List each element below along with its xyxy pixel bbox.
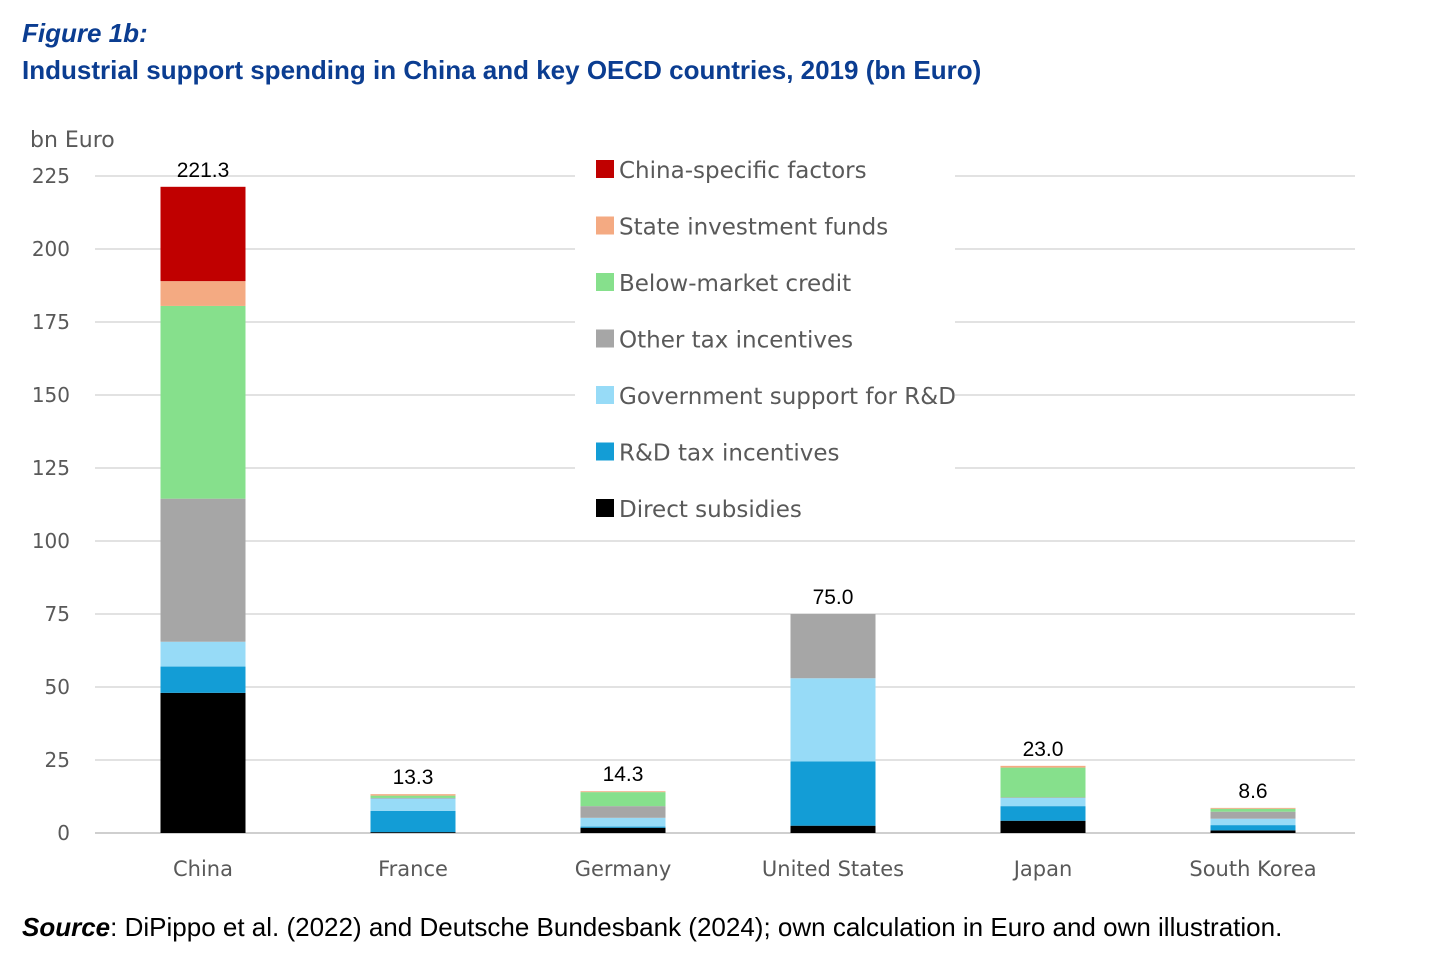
figure-title: Industrial support spending in China and…: [22, 55, 982, 85]
x-tick-label-south-korea: South Korea: [1189, 857, 1316, 881]
bar-japan-other-tax-incentives: [1000, 797, 1086, 798]
bar-china-r-d-tax-incentives: [160, 666, 246, 693]
total-label-germany: 14.3: [603, 763, 644, 786]
bar-germany-below-market-credit: [580, 792, 666, 807]
y-tick-label-0: 0: [57, 821, 70, 845]
bar-united-states-r-d-tax-incentives: [790, 761, 876, 826]
legend-swatch-other-tax-incentives: [596, 329, 614, 348]
legend-label-below-market-credit: Below-market credit: [619, 271, 851, 297]
figure-label: Figure 1b:: [22, 18, 148, 48]
bar-france-other-tax-incentives: [370, 797, 456, 799]
legend-label-china-specific-factors: China-specific factors: [619, 158, 867, 184]
bar-china-china-specific-factors: [160, 186, 246, 282]
labels: bn Euro 0 25 50 75 100 125 150 175 200 225 221.3 Chi…: [30, 128, 1317, 881]
legend-label-r-d-tax-incentives: R&D tax incentives: [619, 441, 839, 467]
bar-france-government-support-for-r-d: [370, 798, 456, 811]
bar-japan-government-support-for-r-d: [1000, 797, 1086, 807]
bar-united-states-direct-subsidies: [790, 825, 876, 833]
y-tick-label-125: 125: [32, 456, 70, 480]
y-tick-label-200: 200: [32, 237, 70, 261]
bar-japan-state-investment-funds: [1000, 765, 1086, 768]
total-label-united-states: 75.0: [813, 586, 854, 609]
y-tick-label-25: 25: [45, 748, 70, 772]
bar-france-direct-subsidies: [370, 832, 456, 833]
bar-france-r-d-tax-incentives: [370, 810, 456, 833]
bar-china-other-tax-incentives: [160, 498, 246, 642]
bar-china-direct-subsidies: [160, 692, 246, 833]
bar-germany-state-investment-funds: [580, 791, 666, 793]
x-tick-label-germany: Germany: [575, 857, 672, 881]
y-axis-title: bn Euro: [30, 128, 115, 153]
bar-south-korea-state-investment-funds: [1210, 807, 1296, 809]
legend-swatch-state-investment-funds: [596, 216, 614, 235]
legend-label-state-investment-funds: State investment funds: [619, 215, 888, 241]
source-text: : DiPippo et al. (2022) and Deutsche Bun…: [110, 912, 1283, 942]
y-tick-label-175: 175: [32, 310, 70, 334]
bar-japan-below-market-credit: [1000, 767, 1086, 798]
bar-germany-government-support-for-r-d: [580, 817, 666, 827]
source-label: Source: [22, 912, 111, 942]
legend-label-other-tax-incentives: Other tax incentives: [619, 328, 853, 354]
bar-japan-r-d-tax-incentives: [1000, 806, 1086, 821]
bar-germany-r-d-tax-incentives: [580, 826, 666, 828]
bar-south-korea-government-support-for-r-d: [1210, 818, 1296, 826]
x-tick-label-france: France: [378, 857, 448, 881]
bar-china-government-support-for-r-d: [160, 641, 246, 667]
stacked-bar-chart: bn Euro 0 25 50 75 100 125 150 175 200 225 221.3 Chi…: [30, 128, 1355, 881]
legend: China-specific factors State investment f…: [596, 158, 956, 523]
y-tick-label-225: 225: [32, 164, 70, 188]
legend-swatch-below-market-credit: [596, 273, 614, 291]
bar-japan-direct-subsidies: [1000, 820, 1086, 833]
legend-swatch-r-d-tax-incentives: [596, 442, 614, 461]
legend-swatch-china-specific-factors: [596, 160, 614, 178]
total-label-south-korea: 8.6: [1238, 780, 1267, 803]
bar-south-korea-r-d-tax-incentives: [1210, 825, 1296, 831]
bars: [160, 186, 1296, 833]
total-label-japan: 23.0: [1023, 738, 1064, 761]
legend-label-government-support-for-r-d: Government support for R&D: [619, 384, 956, 410]
y-tick-label-50: 50: [45, 675, 70, 699]
bar-france-state-investment-funds: [370, 794, 456, 796]
x-tick-label-china: China: [173, 857, 233, 881]
x-tick-label-japan: Japan: [1012, 857, 1073, 881]
legend-swatch-government-support-for-r-d: [596, 386, 614, 404]
total-label-france: 13.3: [393, 766, 434, 789]
bar-united-states-other-tax-incentives: [790, 614, 876, 679]
source-note: Source: DiPippo et al. (2022) and Deutsc…: [22, 912, 1282, 943]
legend-swatch-direct-subsidies: [596, 499, 614, 517]
bar-south-korea-other-tax-incentives: [1210, 811, 1296, 819]
bar-france-below-market-credit: [370, 795, 456, 798]
bar-china-below-market-credit: [160, 305, 246, 499]
x-tick-label-united-states: United States: [762, 857, 904, 881]
bar-united-states-government-support-for-r-d: [790, 678, 876, 762]
y-tick-label-100: 100: [32, 529, 70, 553]
bar-germany-other-tax-incentives: [580, 806, 666, 818]
bar-germany-direct-subsidies: [580, 827, 666, 833]
legend-label-direct-subsidies: Direct subsidies: [619, 497, 802, 523]
bar-south-korea-below-market-credit: [1210, 808, 1296, 812]
bar-south-korea-direct-subsidies: [1210, 830, 1296, 833]
total-label-china: 221.3: [177, 159, 230, 182]
bar-china-state-investment-funds: [160, 281, 246, 306]
y-tick-label-75: 75: [45, 602, 70, 626]
y-tick-label-150: 150: [32, 383, 70, 407]
